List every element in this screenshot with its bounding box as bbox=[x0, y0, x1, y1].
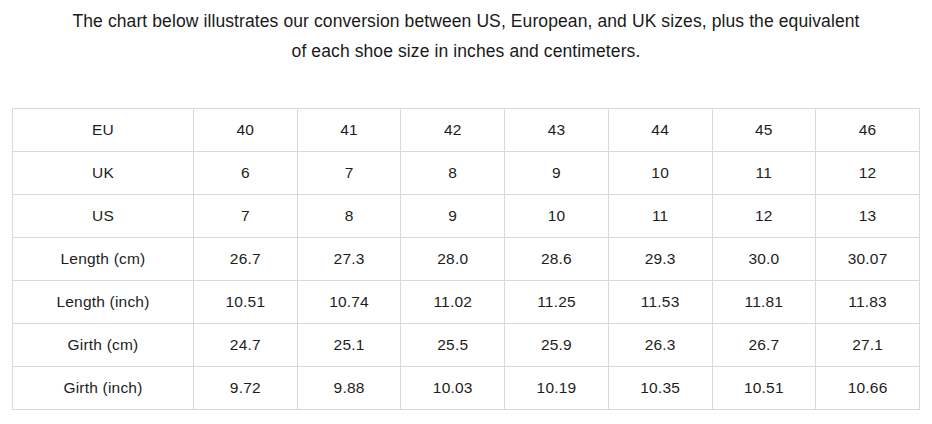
value-cell: 29.3 bbox=[608, 238, 712, 281]
value-cell: 26.7 bbox=[712, 324, 816, 367]
table-row: US78910111213 bbox=[13, 195, 920, 238]
value-cell: 30.0 bbox=[712, 238, 816, 281]
value-cell: 27.3 bbox=[297, 238, 401, 281]
value-cell: 41 bbox=[297, 109, 401, 152]
value-cell: 25.1 bbox=[297, 324, 401, 367]
intro-line-2: of each shoe size in inches and centimet… bbox=[0, 36, 932, 66]
intro-line-1: The chart below illustrates our conversi… bbox=[0, 6, 932, 36]
row-label-cell: Length (cm) bbox=[13, 238, 194, 281]
value-cell: 8 bbox=[401, 152, 505, 195]
table-row: EU40414243444546 bbox=[13, 109, 920, 152]
value-cell: 7 bbox=[194, 195, 298, 238]
value-cell: 11.83 bbox=[816, 281, 920, 324]
value-cell: 9 bbox=[401, 195, 505, 238]
table-row: Girth (inch)9.729.8810.0310.1910.3510.51… bbox=[13, 367, 920, 410]
row-label-cell: Girth (cm) bbox=[13, 324, 194, 367]
value-cell: 11.25 bbox=[505, 281, 609, 324]
value-cell: 26.7 bbox=[194, 238, 298, 281]
value-cell: 44 bbox=[608, 109, 712, 152]
table-row: Length (cm)26.727.328.028.629.330.030.07 bbox=[13, 238, 920, 281]
value-cell: 9.72 bbox=[194, 367, 298, 410]
value-cell: 10.19 bbox=[505, 367, 609, 410]
value-cell: 10.35 bbox=[608, 367, 712, 410]
size-table-body: EU40414243444546UK6789101112US7891011121… bbox=[13, 109, 920, 410]
row-label-cell: EU bbox=[13, 109, 194, 152]
value-cell: 13 bbox=[816, 195, 920, 238]
value-cell: 40 bbox=[194, 109, 298, 152]
value-cell: 46 bbox=[816, 109, 920, 152]
value-cell: 10.74 bbox=[297, 281, 401, 324]
value-cell: 11.02 bbox=[401, 281, 505, 324]
value-cell: 9.88 bbox=[297, 367, 401, 410]
value-cell: 9 bbox=[505, 152, 609, 195]
row-label-cell: US bbox=[13, 195, 194, 238]
intro-text: The chart below illustrates our conversi… bbox=[0, 0, 932, 66]
value-cell: 42 bbox=[401, 109, 505, 152]
table-row: Girth (cm)24.725.125.525.926.326.727.1 bbox=[13, 324, 920, 367]
value-cell: 12 bbox=[816, 152, 920, 195]
value-cell: 43 bbox=[505, 109, 609, 152]
value-cell: 11.53 bbox=[608, 281, 712, 324]
value-cell: 30.07 bbox=[816, 238, 920, 281]
value-cell: 10.66 bbox=[816, 367, 920, 410]
value-cell: 27.1 bbox=[816, 324, 920, 367]
value-cell: 25.9 bbox=[505, 324, 609, 367]
value-cell: 8 bbox=[297, 195, 401, 238]
value-cell: 6 bbox=[194, 152, 298, 195]
value-cell: 24.7 bbox=[194, 324, 298, 367]
value-cell: 11 bbox=[608, 195, 712, 238]
value-cell: 10.51 bbox=[712, 367, 816, 410]
value-cell: 25.5 bbox=[401, 324, 505, 367]
value-cell: 10 bbox=[505, 195, 609, 238]
value-cell: 28.0 bbox=[401, 238, 505, 281]
value-cell: 10 bbox=[608, 152, 712, 195]
value-cell: 28.6 bbox=[505, 238, 609, 281]
value-cell: 26.3 bbox=[608, 324, 712, 367]
value-cell: 11.81 bbox=[712, 281, 816, 324]
row-label-cell: Length (inch) bbox=[13, 281, 194, 324]
value-cell: 45 bbox=[712, 109, 816, 152]
table-row: UK6789101112 bbox=[13, 152, 920, 195]
value-cell: 10.51 bbox=[194, 281, 298, 324]
value-cell: 12 bbox=[712, 195, 816, 238]
size-conversion-table: EU40414243444546UK6789101112US7891011121… bbox=[12, 108, 920, 410]
row-label-cell: UK bbox=[13, 152, 194, 195]
value-cell: 11 bbox=[712, 152, 816, 195]
value-cell: 10.03 bbox=[401, 367, 505, 410]
table-row: Length (inch)10.5110.7411.0211.2511.5311… bbox=[13, 281, 920, 324]
value-cell: 7 bbox=[297, 152, 401, 195]
row-label-cell: Girth (inch) bbox=[13, 367, 194, 410]
